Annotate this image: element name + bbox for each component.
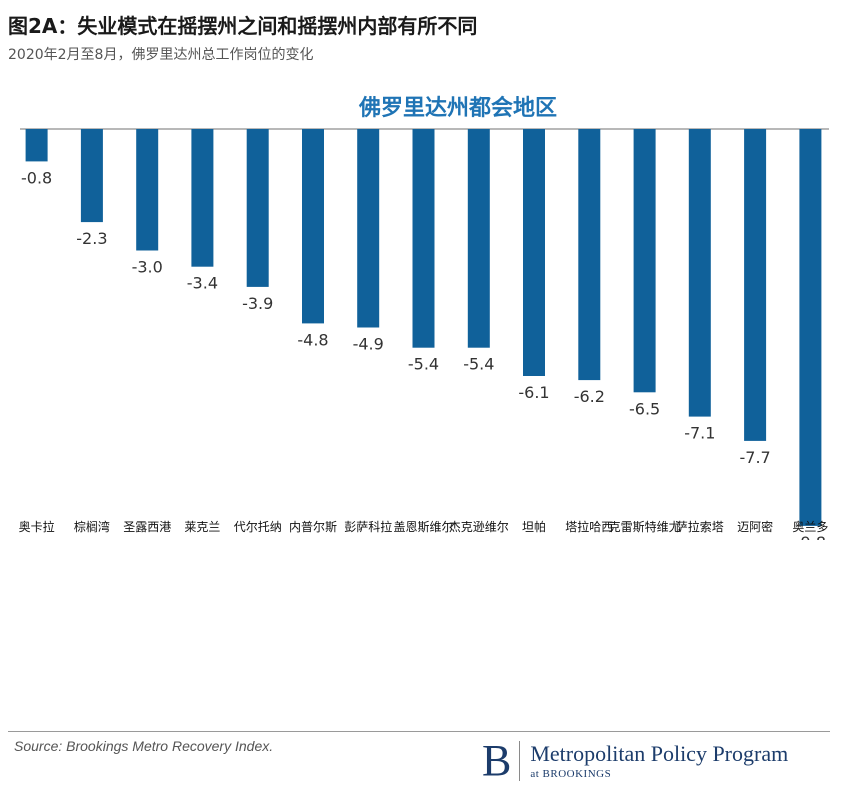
logo-separator	[519, 741, 521, 781]
category-label-3: 圣露西港	[123, 520, 171, 534]
logo-main-text: Metropolitan Policy Program	[530, 741, 789, 766]
category-label-9: 杰克逊维尔	[449, 519, 509, 534]
bar-6	[302, 129, 324, 324]
source-note: Source: Brookings Metro Recovery Index.	[14, 738, 274, 754]
category-label-1: 奥卡拉	[19, 519, 55, 534]
value-label-15: -9.8	[795, 533, 826, 540]
category-label-15: 奥兰多	[792, 520, 828, 534]
bar-3	[136, 129, 159, 251]
value-label-5: -3.9	[242, 294, 273, 313]
category-label-2: 棕榈湾	[74, 519, 110, 534]
bar-8	[412, 129, 435, 348]
category-label-12: 克雷斯特维尤	[609, 519, 681, 534]
category-label-4: 莱克兰	[184, 520, 220, 534]
bar-12	[633, 129, 656, 393]
category-label-13: 萨拉索塔	[676, 519, 724, 534]
category-label-5: 代尔托纳	[234, 519, 282, 534]
value-label-11: -6.2	[574, 387, 605, 406]
bar-5	[246, 129, 269, 287]
value-label-6: -4.8	[297, 330, 328, 349]
category-label-11: 塔拉哈西	[565, 519, 613, 534]
bar-14	[744, 129, 767, 441]
footer-divider	[8, 731, 830, 732]
bar-13	[688, 129, 711, 417]
value-label-1: -0.8	[21, 168, 52, 187]
value-label-10: -6.1	[518, 383, 549, 402]
bar-10	[523, 129, 545, 376]
bars-group	[25, 129, 822, 526]
panel-title: 佛罗里达州都会地区	[358, 95, 557, 121]
value-label-8: -5.4	[408, 355, 439, 374]
bar-7	[357, 129, 380, 328]
value-label-3: -3.0	[132, 258, 163, 277]
value-label-9: -5.4	[463, 355, 494, 374]
bar-4	[191, 129, 214, 267]
value-label-13: -7.1	[684, 424, 715, 443]
value-label-14: -7.7	[739, 448, 770, 467]
logo-text: Metropolitan Policy Program at BROOKINGS	[530, 741, 789, 781]
value-label-7: -4.9	[353, 335, 384, 354]
brookings-logo: B Metropolitan Policy Program at BROOKIN…	[482, 737, 788, 785]
bar-15	[799, 129, 822, 526]
bar-chart: 佛罗里达州都会地区 -0.8 -2.3 -3.0 -3.4 -3.9 -4.8 -4.9 -5…	[19, 95, 829, 540]
category-label-6: 内普尔斯	[289, 519, 337, 534]
chart-subtitle: 2020年2月至8月，佛罗里达州总工作岗位的变化	[8, 47, 314, 63]
value-label-2: -2.3	[76, 229, 107, 248]
category-label-7: 彭萨科拉	[344, 519, 392, 534]
chart-title: 图2A：失业模式在摇摆州之间和摇摆州内部有所不同	[8, 14, 478, 38]
bar-11	[578, 129, 601, 381]
bar-9	[467, 129, 490, 348]
value-label-4: -3.4	[187, 274, 218, 293]
logo-letter: B	[482, 736, 512, 785]
category-label-14: 迈阿密	[737, 519, 773, 534]
logo-sub-text: at BROOKINGS	[530, 768, 612, 780]
value-labels-group: -0.8 -2.3 -3.0 -3.4 -3.9 -4.8 -4.9 -5.4 -5.4 -6.1…	[21, 168, 826, 540]
bar-2	[80, 129, 103, 223]
category-label-10: 坦帕	[522, 519, 546, 534]
category-label-8: 盖恩斯维尔	[393, 519, 453, 534]
bar-1	[25, 129, 48, 162]
value-label-12: -6.5	[629, 399, 660, 418]
